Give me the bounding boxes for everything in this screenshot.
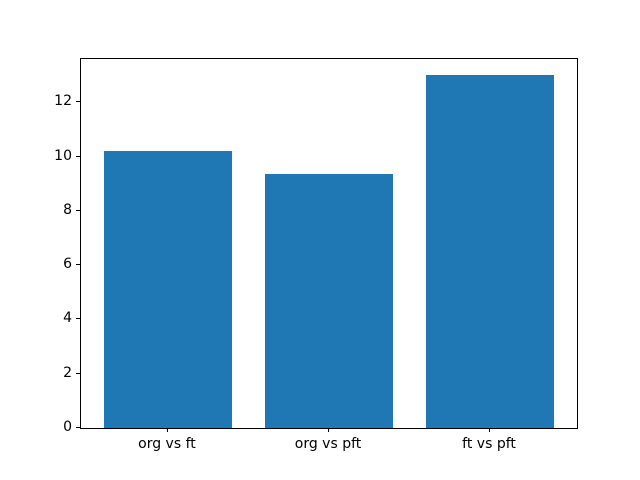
y-axis-tick-label: 12 (54, 93, 72, 110)
bar-ft-vs-pft (425, 75, 555, 428)
x-axis-tick (166, 428, 168, 432)
y-axis-tick (76, 155, 80, 157)
y-axis-tick (76, 264, 80, 266)
y-axis-tick (76, 318, 80, 320)
y-axis-tick-label: 8 (63, 201, 72, 218)
y-axis-tick (76, 427, 80, 428)
x-axis-tick-label: org vs ft (138, 436, 196, 452)
x-axis-tick (328, 428, 329, 432)
y-axis-tick-label: 6 (63, 256, 72, 273)
bar-org-vs-pft (264, 174, 394, 428)
x-axis-tick-label: ft vs pft (462, 436, 516, 452)
x-axis-tick (489, 428, 491, 432)
plot-area (80, 58, 578, 429)
y-axis-tick (76, 209, 80, 211)
y-axis-tick-label: 10 (54, 147, 72, 164)
bar-org-vs-ft (103, 151, 233, 428)
y-axis-tick-label: 0 (63, 419, 72, 435)
y-axis-tick (76, 372, 80, 374)
x-axis-tick-label: org vs pft (294, 436, 362, 452)
y-axis-tick (76, 101, 80, 103)
y-axis-tick-label: 2 (63, 364, 72, 381)
y-axis-tick-label: 4 (63, 310, 72, 327)
